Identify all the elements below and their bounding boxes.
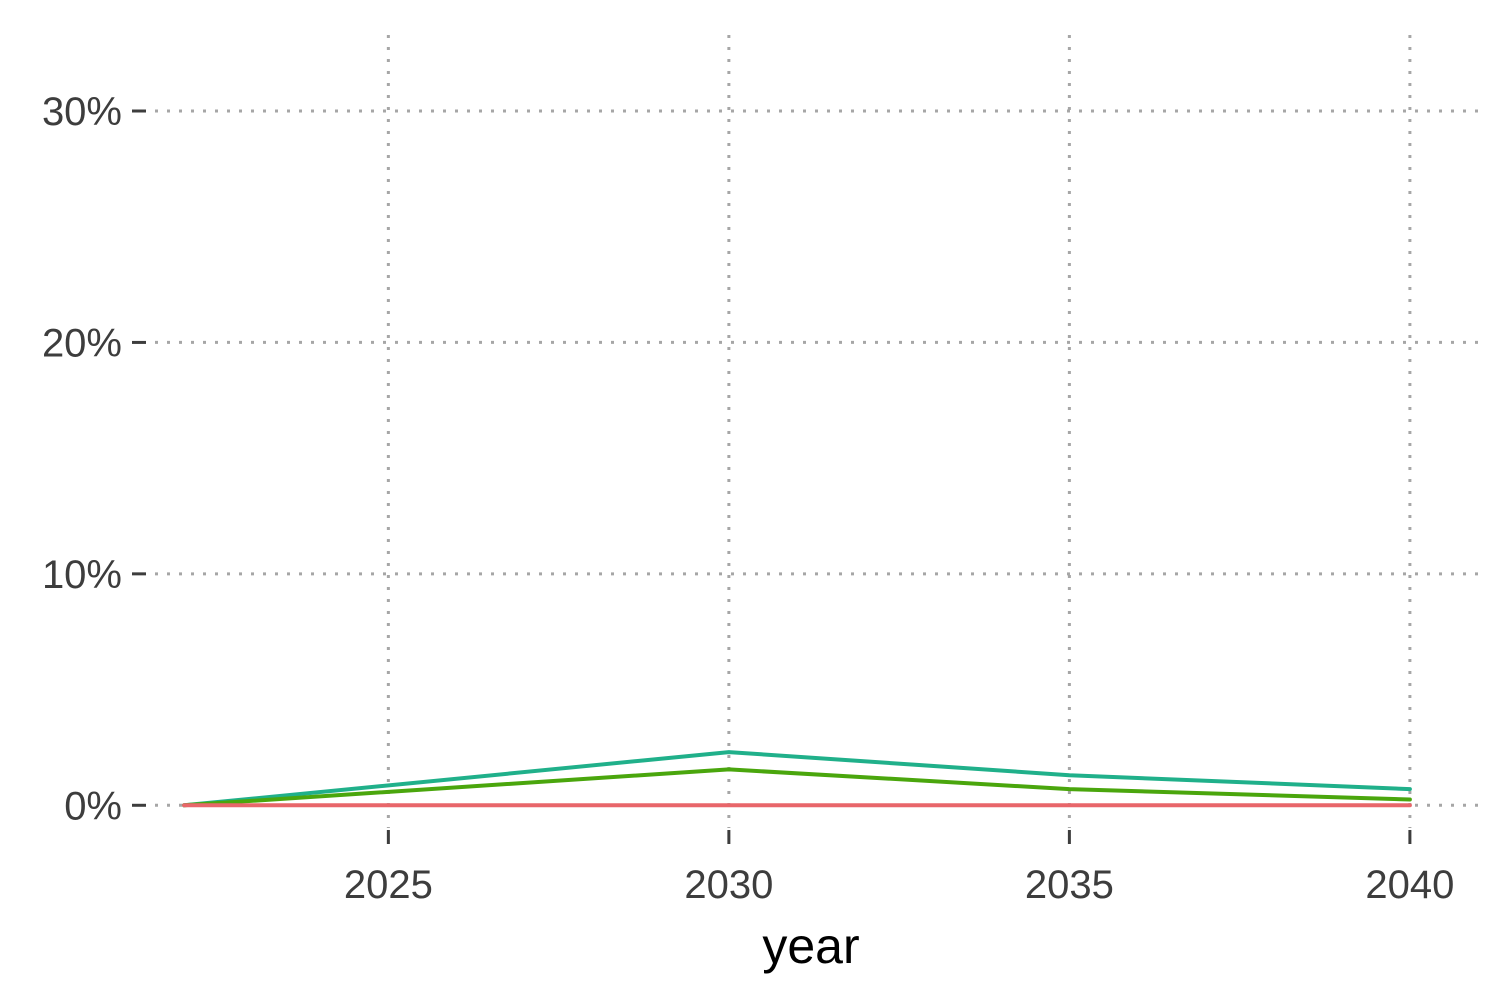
x-tick-label: 2025 [344, 863, 433, 907]
series-line-2 [182, 767, 1412, 808]
y-tick-label: 20% [42, 321, 122, 365]
series-line-1 [182, 750, 1412, 808]
y-tick-label: 0% [64, 784, 122, 828]
x-tick-label: 2030 [684, 863, 773, 907]
x-tick-label: 2040 [1365, 863, 1454, 907]
x-gridlines [386, 35, 1412, 828]
x-tick-label: 2035 [1025, 863, 1114, 907]
x-axis: 2025 2030 2035 2040 [344, 830, 1454, 907]
series-lines [182, 750, 1412, 808]
x-axis-title: year [762, 918, 859, 974]
y-tick-label: 30% [42, 90, 122, 134]
y-axis: 0% 10% 20% 30% [42, 90, 146, 828]
y-gridlines [155, 109, 1478, 807]
y-tick-label: 10% [42, 553, 122, 597]
